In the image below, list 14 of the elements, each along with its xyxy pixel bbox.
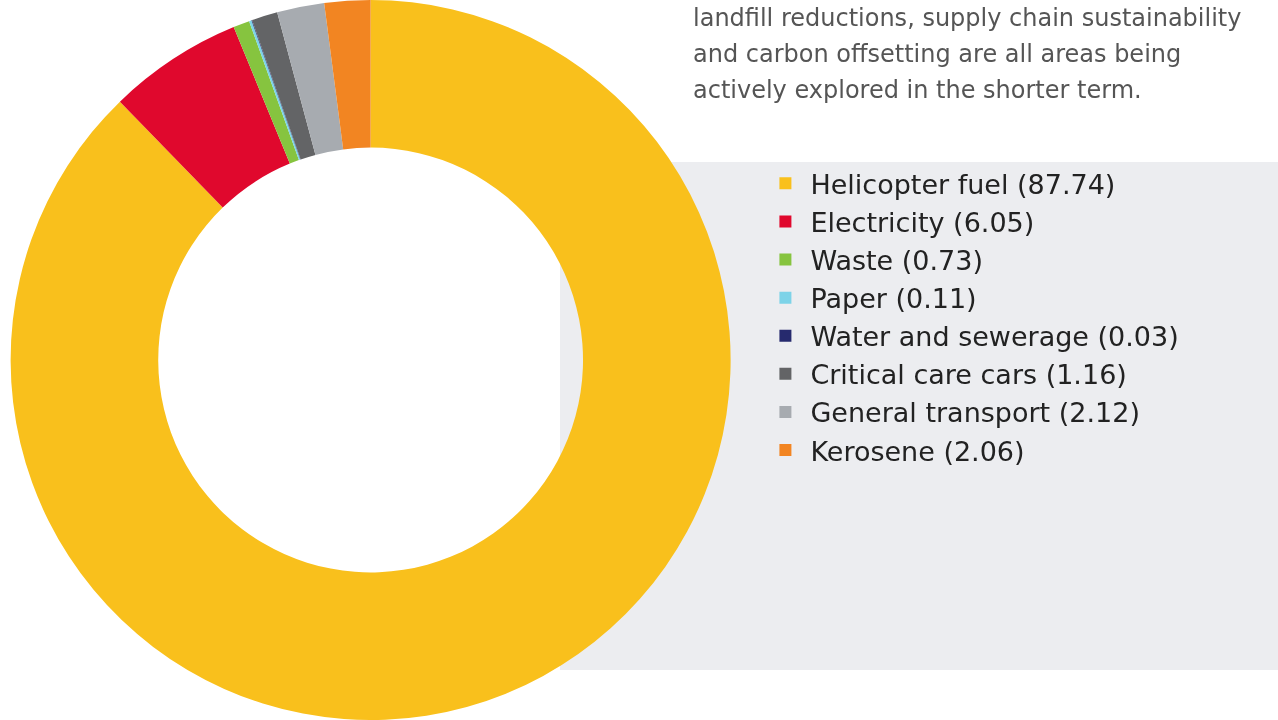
legend-label: Helicopter fuel (87.74) [810,168,1116,200]
donut-slice [324,0,371,150]
legend-label: Kerosene (2.06) [810,435,1025,467]
donut-slice [277,3,344,155]
legend-label: Water and sewerage (0.03) [810,321,1179,353]
text: landfill reductions, supply chain sustainability and carbon offsetting are all areas being actively explored in the shorter term. [693,3,1243,106]
legend-label: Electricity (6.05) [810,206,1035,238]
donut-slice [233,21,299,164]
legend-label: Waste (0.73) [810,245,983,277]
legend-label: Critical care cars (1.16) [810,359,1127,391]
legend-label: Paper (0.11) [810,283,977,315]
legend-label: General transport (2.12) [810,397,1140,429]
donut-slice [119,27,290,208]
donut-slice [252,12,316,160]
